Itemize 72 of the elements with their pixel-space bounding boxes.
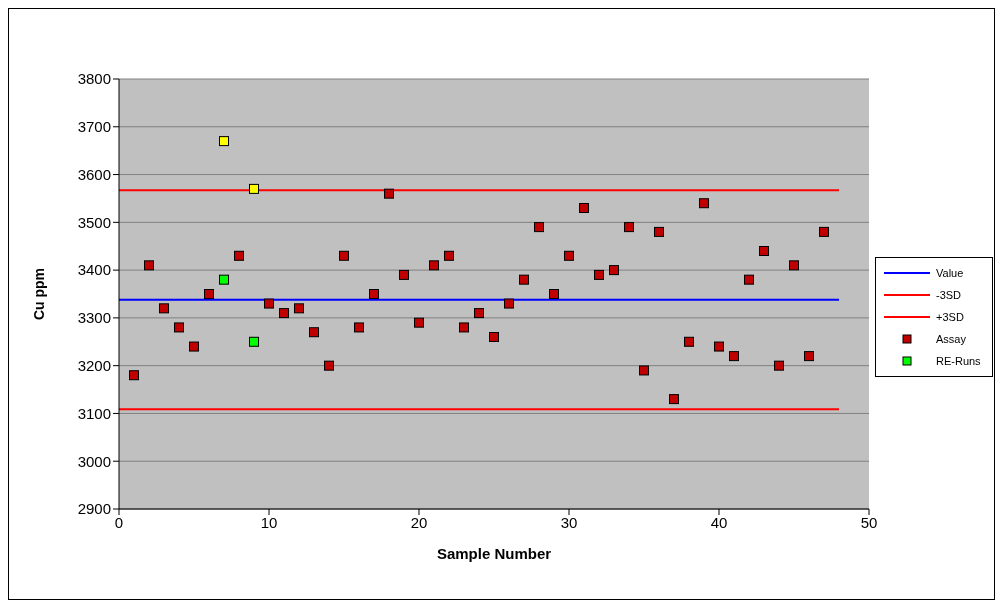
point — [699, 198, 709, 209]
x-tick-label: 20 — [410, 513, 428, 531]
point — [219, 136, 229, 147]
point — [324, 360, 334, 371]
point — [444, 250, 454, 261]
x-tick-label: 40 — [710, 513, 728, 531]
point — [819, 226, 829, 237]
point — [609, 265, 619, 276]
y-tick-label: 3000 — [77, 452, 111, 470]
point — [459, 322, 469, 333]
x-tick-label: 30 — [560, 513, 578, 531]
point — [354, 322, 364, 333]
point — [669, 394, 679, 405]
legend-label: -3SD — [936, 289, 962, 301]
point — [684, 336, 694, 347]
point — [759, 246, 769, 256]
point — [504, 298, 514, 309]
point — [219, 274, 229, 285]
y-tick-label: 2900 — [77, 500, 111, 518]
y-tick-label: 3800 — [77, 70, 111, 88]
y-tick-label: 3600 — [77, 165, 111, 183]
point — [279, 308, 289, 319]
point — [234, 250, 244, 261]
point — [264, 298, 274, 309]
y-tick-label: 3700 — [77, 118, 111, 136]
legend-label: Assay — [936, 333, 966, 345]
point — [189, 341, 199, 352]
legend-label: RE-Runs — [936, 355, 981, 367]
point — [474, 308, 484, 319]
point — [804, 351, 814, 362]
point — [639, 365, 649, 376]
point — [594, 269, 604, 280]
point — [339, 250, 349, 261]
x-axis-title: Sample Number — [436, 545, 552, 562]
x-tick-label: 0 — [114, 513, 124, 531]
point — [519, 274, 529, 285]
legend-label: Value — [936, 267, 964, 279]
point — [204, 289, 214, 299]
point — [249, 336, 259, 347]
point — [144, 260, 154, 271]
y-tick-label: 3500 — [77, 213, 111, 231]
point — [174, 322, 184, 333]
x-tick-label: 10 — [260, 513, 278, 531]
point — [729, 351, 739, 362]
point — [384, 188, 394, 199]
legend-label: +3SD — [936, 311, 964, 323]
y-tick-label: 3300 — [77, 309, 111, 327]
point — [654, 226, 664, 237]
point — [744, 274, 754, 285]
point — [579, 203, 589, 213]
point — [294, 303, 304, 314]
point — [309, 327, 319, 338]
point — [414, 317, 424, 328]
point — [489, 332, 499, 342]
point — [249, 183, 259, 194]
point — [549, 289, 559, 299]
y-tick-label: 3400 — [77, 261, 111, 279]
point — [159, 303, 169, 314]
y-tick-label: 3200 — [77, 356, 111, 374]
point — [369, 289, 379, 299]
y-tick-label: 3100 — [77, 404, 111, 422]
point — [534, 222, 544, 233]
x-tick-label: 50 — [860, 513, 878, 531]
point — [399, 269, 409, 280]
point — [789, 260, 799, 271]
point — [624, 222, 634, 233]
point — [714, 341, 724, 352]
point — [564, 250, 574, 261]
y-axis-title: Cu ppm — [30, 267, 47, 321]
point — [129, 370, 139, 381]
point — [429, 260, 439, 271]
point — [774, 360, 784, 371]
